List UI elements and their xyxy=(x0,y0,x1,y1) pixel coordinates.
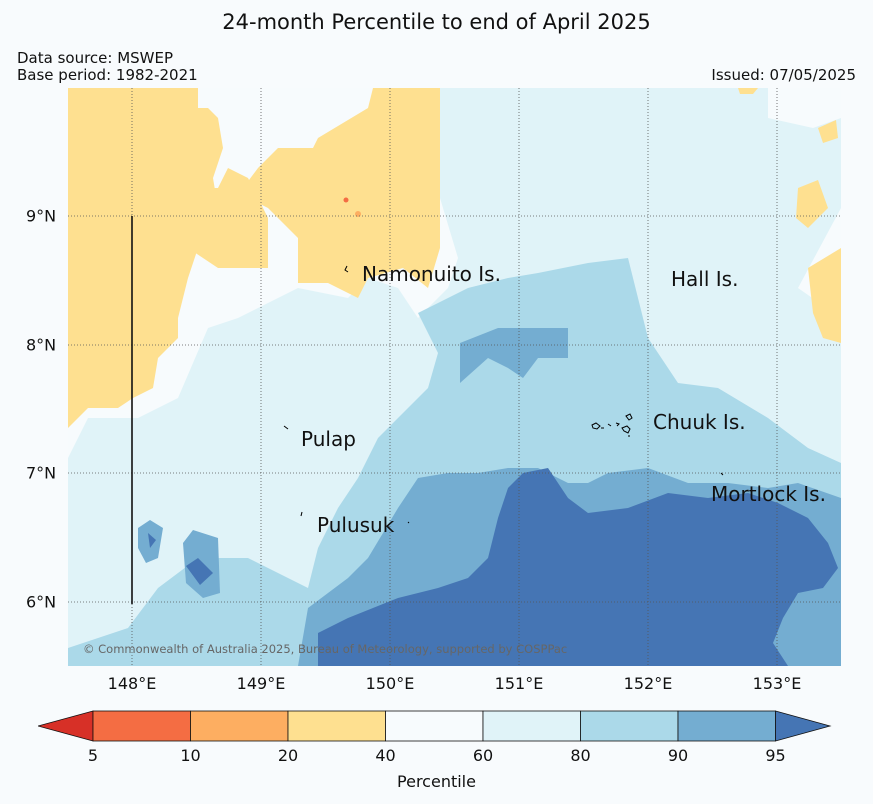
lat-tick-6: 6°N xyxy=(26,592,57,612)
namonuito-island-shape xyxy=(344,265,349,273)
gridlines xyxy=(68,88,841,666)
issued-date-text: Issued: 07/05/2025 xyxy=(711,66,856,84)
percentile-map[interactable]: Namonuito Is. Hall Is. Chuuk Is. Pulap M… xyxy=(68,88,841,666)
colorbar-60-80 xyxy=(482,710,581,742)
region-above-95-percentile-dot2 xyxy=(148,533,156,548)
colorbar-tick-10: 10 xyxy=(180,746,201,765)
lat-tick-9: 9°N xyxy=(26,206,57,226)
colorbar-80-90 xyxy=(580,710,679,742)
colorbar-tick-20: 20 xyxy=(277,746,299,765)
place-label-mortlock: Mortlock Is. xyxy=(711,482,826,506)
lon-tick-151: 151°E xyxy=(494,674,544,693)
region-20-40-percentile-ne xyxy=(818,120,838,143)
page-title: 24-month Percentile to end of April 2025 xyxy=(222,10,651,34)
data-source-text: Data source: MSWEP xyxy=(17,49,174,67)
colorbar-above-95 xyxy=(775,710,832,742)
colorbar-tick-95: 95 xyxy=(765,746,786,765)
island-outlines xyxy=(283,265,724,524)
colorbar-20-40 xyxy=(287,710,386,742)
place-label-hall: Hall Is. xyxy=(671,267,739,291)
region-90-95-percentile-north xyxy=(460,328,568,383)
lon-tick-149: 149°E xyxy=(236,674,286,693)
map-canvas xyxy=(68,88,841,666)
base-period-text: Base period: 1982-2021 xyxy=(17,66,198,84)
region-20-40-percentile-west2 xyxy=(178,168,268,268)
pulusuk-small-island xyxy=(407,521,410,524)
colorbar-tick-80: 80 xyxy=(570,746,591,765)
colorbar-40-60 xyxy=(385,710,484,742)
colorbar-10-20 xyxy=(190,710,289,742)
pulusuk-island-shape xyxy=(300,511,303,517)
lon-tick-152: 152°E xyxy=(623,674,673,693)
region-20-40-percentile-ne2 xyxy=(738,88,758,94)
lon-tick-153: 153°E xyxy=(752,674,802,693)
lat-tick-8: 8°N xyxy=(26,335,57,355)
colorbar-90-95 xyxy=(677,710,776,742)
colorbar-5-10 xyxy=(92,710,191,742)
colorbar-tick-5: 5 xyxy=(87,746,99,765)
region-10-20-percentile xyxy=(355,211,361,217)
lon-tick-150: 150°E xyxy=(365,674,415,693)
chuuk-island-shapes xyxy=(591,413,633,437)
pulap-island-shape xyxy=(283,425,289,430)
place-label-namonuito: Namonuito Is. xyxy=(362,262,501,286)
region-20-40-percentile-east2 xyxy=(808,248,841,343)
colorbar xyxy=(36,710,832,746)
copyright-text: © Commonwealth of Australia 2025, Bureau… xyxy=(83,642,568,656)
colorbar-below-5 xyxy=(36,710,94,742)
mortlock-island-shape xyxy=(720,472,724,476)
place-label-chuuk: Chuuk Is. xyxy=(653,410,746,434)
region-above-95-percentile-dot xyxy=(186,558,213,585)
colorbar-tick-90: 90 xyxy=(667,746,689,765)
lat-tick-7: 7°N xyxy=(26,463,57,483)
colorbar-tick-40: 40 xyxy=(375,746,396,765)
place-label-pulusuk: Pulusuk xyxy=(317,513,395,537)
place-label-pulap: Pulap xyxy=(301,427,356,451)
region-20-40-percentile-west xyxy=(68,88,223,428)
region-20-40-percentile-main xyxy=(243,88,440,298)
colorbar-tick-60: 60 xyxy=(472,746,494,765)
lon-tick-148: 148°E xyxy=(107,674,157,693)
region-10-20-percentile-2 xyxy=(343,197,349,203)
colorbar-label: Percentile xyxy=(397,772,476,791)
region-above-95-percentile xyxy=(318,468,838,666)
